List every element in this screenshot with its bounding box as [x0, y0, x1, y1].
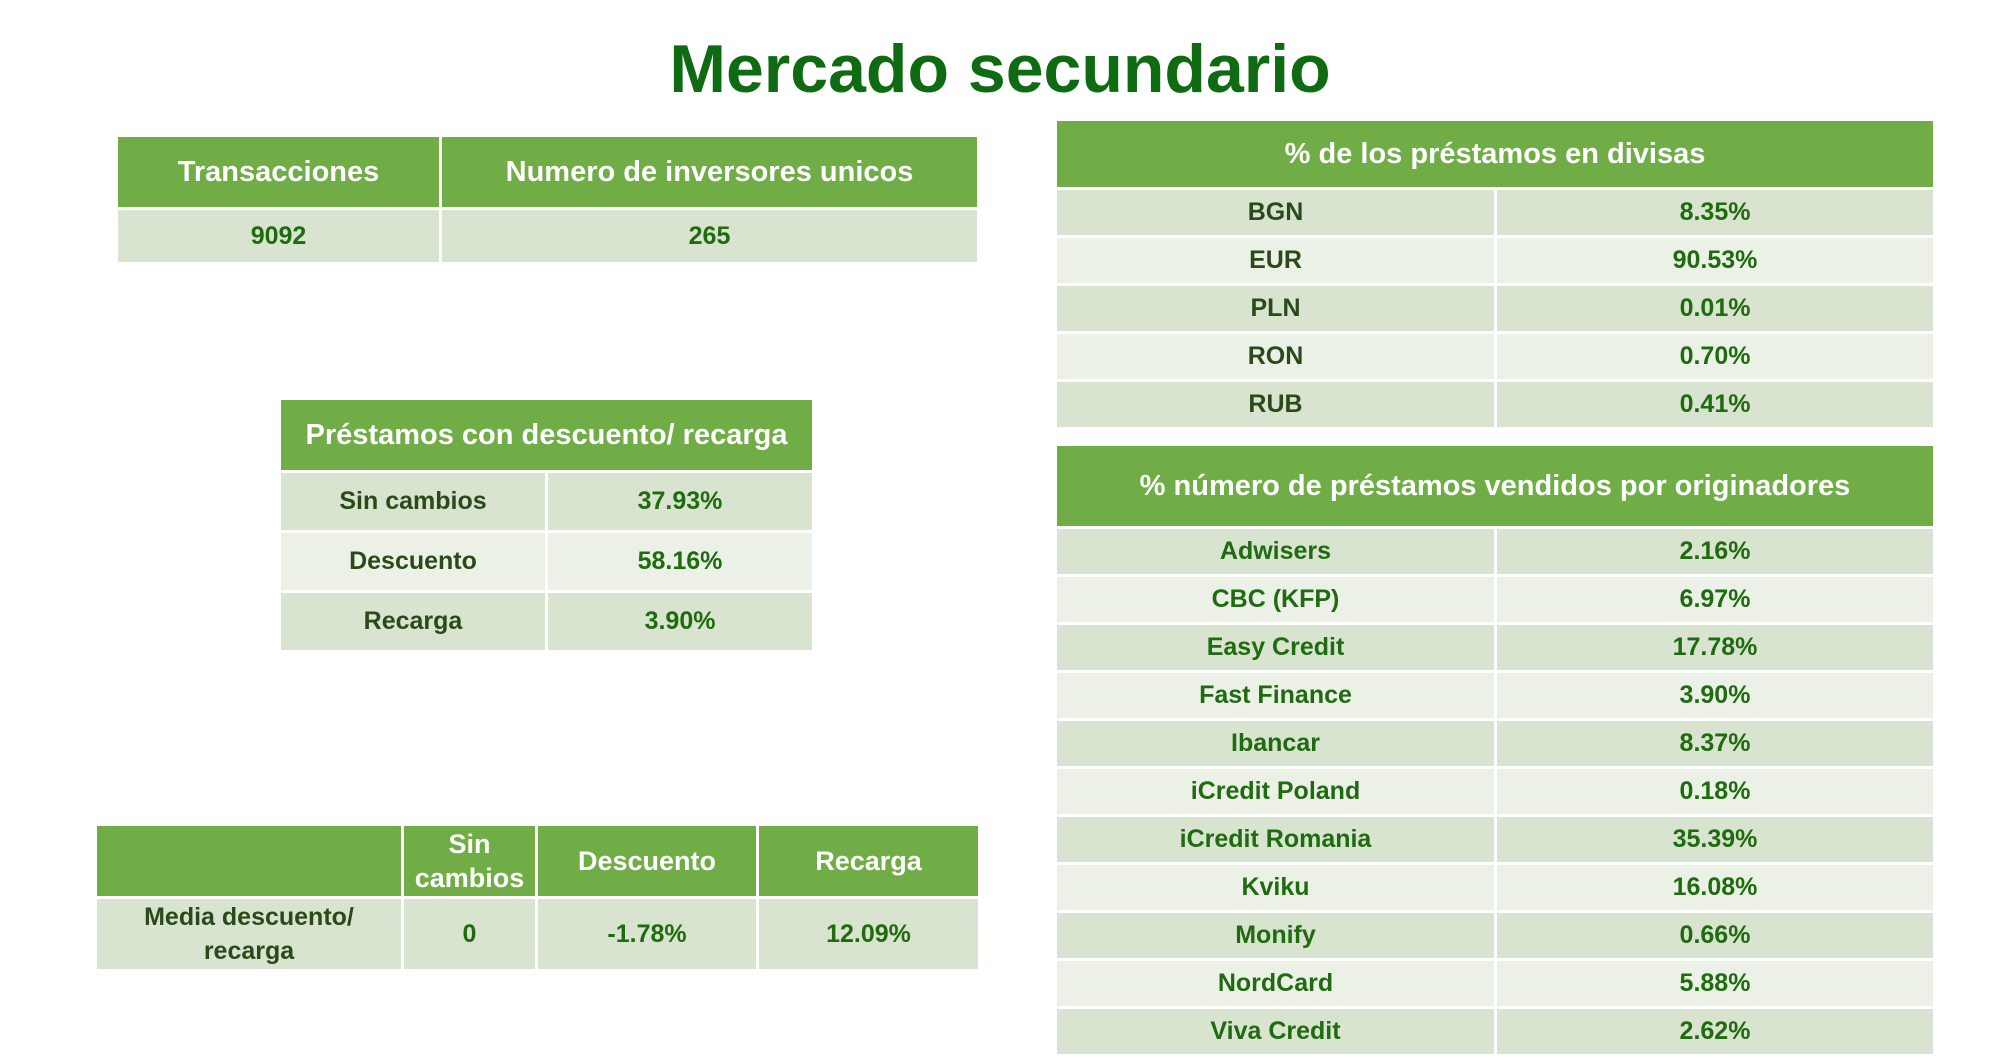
originators-header: % número de préstamos vendidos por origi…	[1054, 443, 1936, 529]
originator-value: 0.18%	[1494, 766, 1936, 817]
table-row: BGN 8.35%	[1054, 187, 1937, 238]
header-transacciones: Transacciones	[115, 134, 442, 210]
avg-header-empty	[94, 823, 404, 899]
originator-value: 17.78%	[1494, 622, 1936, 673]
originator-name: Viva Credit	[1054, 1006, 1497, 1057]
table-row: RUB 0.41%	[1054, 379, 1937, 430]
value-inversores: 265	[439, 207, 980, 265]
originator-value: 6.97%	[1494, 574, 1936, 625]
originator-name: iCredit Poland	[1054, 766, 1497, 817]
avg-header-sin-cambios: Sin cambios	[401, 823, 538, 899]
value-transacciones: 9092	[115, 207, 442, 265]
currency-code: PLN	[1054, 283, 1497, 334]
originator-value: 3.90%	[1494, 670, 1936, 721]
currency-value: 8.35%	[1493, 187, 1937, 238]
avg-value-descuento: -1.78%	[535, 896, 759, 972]
row-value: 37.93%	[544, 470, 816, 533]
currency-code: RON	[1054, 331, 1497, 382]
table-row: Adwisers 2.16%	[1054, 526, 1936, 577]
table-row: iCredit Poland 0.18%	[1054, 766, 1936, 817]
table-row: Viva Credit 2.62%	[1054, 1006, 1936, 1057]
table-row: Fast Finance 3.90%	[1054, 670, 1936, 721]
discount-header: Préstamos con descuento/ recarga	[277, 397, 816, 473]
table-row: Descuento 58.16%	[278, 530, 816, 593]
currencies-table: % de los préstamos en divisas BGN 8.35% …	[1053, 118, 1937, 430]
table-row: PLN 0.01%	[1054, 283, 1937, 334]
table-row: EUR 90.53%	[1054, 235, 1937, 286]
table-row: Monify 0.66%	[1054, 910, 1936, 961]
currency-value: 90.53%	[1493, 235, 1937, 286]
originator-value: 2.16%	[1494, 526, 1936, 577]
currency-value: 0.70%	[1493, 331, 1937, 382]
avg-value-sin-cambios: 0	[401, 896, 538, 972]
originator-value: 0.66%	[1494, 910, 1936, 961]
avg-header-descuento: Descuento	[535, 823, 759, 899]
discount-table: Préstamos con descuento/ recarga Sin cam…	[277, 397, 816, 653]
originator-value: 35.39%	[1494, 814, 1936, 865]
currency-value: 0.41%	[1493, 379, 1937, 430]
originator-value: 2.62%	[1494, 1006, 1936, 1057]
header-inversores: Numero de inversores unicos	[439, 134, 980, 210]
currency-code: EUR	[1054, 235, 1497, 286]
originators-table: % número de préstamos vendidos por origi…	[1054, 443, 1936, 1057]
table-row: NordCard 5.88%	[1054, 958, 1936, 1009]
originator-value: 5.88%	[1494, 958, 1936, 1009]
row-value: 58.16%	[544, 530, 816, 593]
avg-value-recarga: 12.09%	[756, 896, 981, 972]
originator-name: Adwisers	[1054, 526, 1497, 577]
row-label: Descuento	[278, 530, 548, 593]
table-row: Media descuento/ recarga 0 -1.78% 12.09%	[94, 896, 981, 972]
originator-value: 16.08%	[1494, 862, 1936, 913]
originator-name: Ibancar	[1054, 718, 1497, 769]
table-row: Ibancar 8.37%	[1054, 718, 1936, 769]
average-table: Sin cambios Descuento Recarga Media desc…	[94, 823, 981, 972]
table-row: iCredit Romania 35.39%	[1054, 814, 1936, 865]
table-row: RON 0.70%	[1054, 331, 1937, 382]
summary-table: Transacciones Numero de inversores unico…	[115, 134, 980, 265]
currency-code: RUB	[1054, 379, 1497, 430]
currencies-header: % de los préstamos en divisas	[1053, 118, 1937, 190]
table-row: CBC (KFP) 6.97%	[1054, 574, 1936, 625]
originator-name: Monify	[1054, 910, 1497, 961]
row-label: Recarga	[278, 590, 548, 653]
originator-name: Fast Finance	[1054, 670, 1497, 721]
originator-name: Easy Credit	[1054, 622, 1497, 673]
table-row: Kviku 16.08%	[1054, 862, 1936, 913]
currency-value: 0.01%	[1493, 283, 1937, 334]
originator-name: NordCard	[1054, 958, 1497, 1009]
originator-value: 8.37%	[1494, 718, 1936, 769]
avg-row-label: Media descuento/ recarga	[94, 896, 404, 972]
originator-name: iCredit Romania	[1054, 814, 1497, 865]
table-row: Recarga 3.90%	[278, 590, 816, 653]
row-label: Sin cambios	[278, 470, 548, 533]
table-row: Sin cambios 37.93%	[278, 470, 816, 533]
row-value: 3.90%	[544, 590, 816, 653]
originator-name: Kviku	[1054, 862, 1497, 913]
page-title: Mercado secundario	[669, 31, 1331, 107]
currency-code: BGN	[1054, 187, 1497, 238]
avg-header-recarga: Recarga	[756, 823, 981, 899]
table-row: Easy Credit 17.78%	[1054, 622, 1936, 673]
originator-name: CBC (KFP)	[1054, 574, 1497, 625]
